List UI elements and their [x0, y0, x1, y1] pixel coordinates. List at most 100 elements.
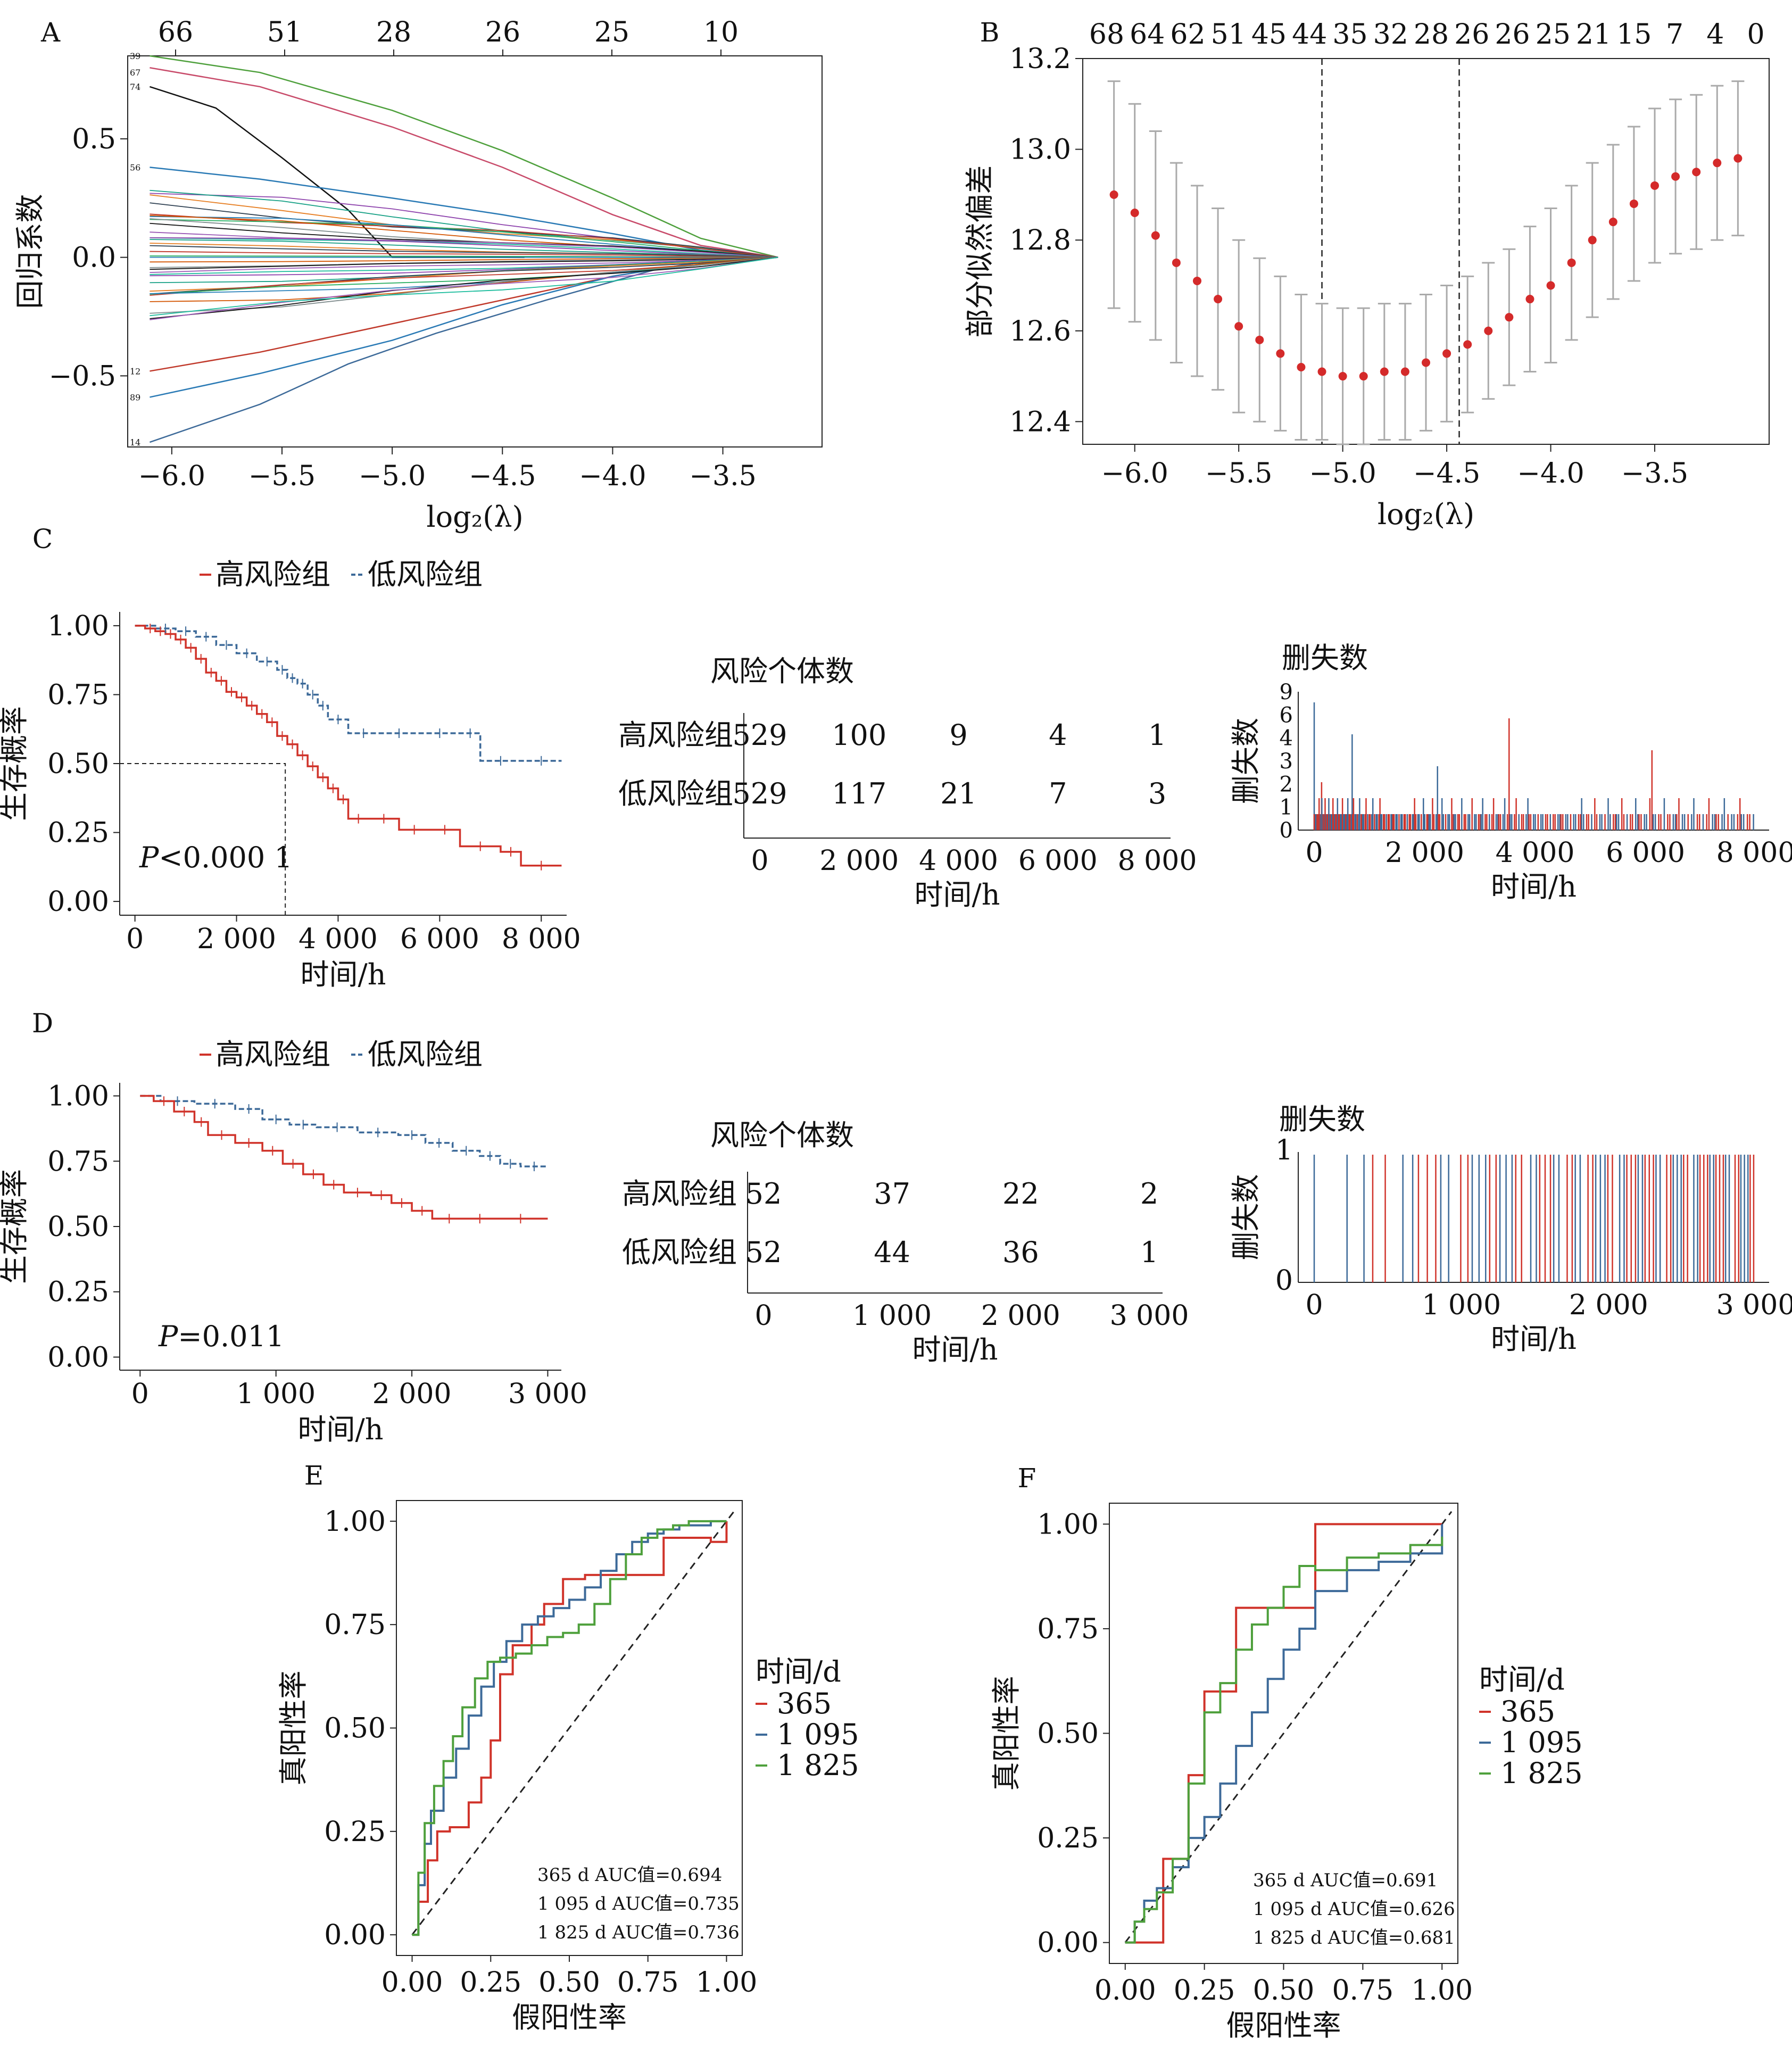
- top-tick-label: 66: [158, 16, 193, 48]
- deviance-point: [1588, 236, 1597, 245]
- top-tick-label: 25: [1536, 19, 1571, 51]
- risk-x-tick-label: 0: [751, 845, 768, 877]
- y-tick-label: 12.6: [1009, 316, 1071, 347]
- censor-y-tick-label: 2: [1280, 772, 1293, 797]
- top-tick-label: 28: [1414, 19, 1449, 51]
- risk-x-tick-label: 2 000: [819, 845, 899, 877]
- y-tick-label: 0.00: [324, 1919, 386, 1951]
- coefficient-path: [150, 256, 778, 263]
- censor-title: 删失数: [1279, 1103, 1365, 1136]
- coefficient-path: [150, 55, 778, 258]
- y-tick-label: 1.00: [47, 1081, 109, 1113]
- x-tick-label: 3 000: [508, 1378, 587, 1410]
- deviance-point: [1193, 276, 1201, 285]
- legend-label: 1 095: [777, 1718, 859, 1751]
- path-index-label: 56: [130, 162, 140, 172]
- legend-low-label: 低风险组: [368, 1038, 483, 1071]
- x-axis-title-b: log₂(λ): [1378, 498, 1474, 531]
- y-tick-label: 0.75: [324, 1609, 386, 1641]
- x-tick-label: 0.00: [381, 1967, 443, 1999]
- panel-a: A −6.0 −5.5 −5.0 −4.5 −4.0 −3.5 66 51 28 26 25 10 0.5…: [40, 16, 823, 534]
- y-tick-label: 1.00: [47, 610, 109, 642]
- roc-curve-1825: [1125, 1536, 1443, 1944]
- risk-count-low: 3: [1148, 777, 1166, 810]
- legend-label: 365: [777, 1687, 832, 1720]
- censor-x-axis-title: 时间/h: [1491, 870, 1577, 904]
- censor-x-tick-label: 2 000: [1569, 1289, 1648, 1321]
- risk-row-high-label: 高风险组: [618, 718, 733, 752]
- survival-curve-low: [135, 625, 562, 762]
- deviance-point: [1671, 172, 1680, 181]
- risk-x-axis-title: 时间/h: [912, 1333, 998, 1366]
- x-tick-label: 0.75: [617, 1967, 679, 1999]
- risk-count-high: 37: [874, 1177, 910, 1211]
- y-tick-label: −0.5: [49, 360, 116, 392]
- y-tick-label: 0.00: [47, 886, 109, 918]
- risk-x-tick-label: 3 000: [1110, 1300, 1189, 1332]
- path-index-label: 12: [130, 366, 140, 376]
- x-tick-label: −4.5: [469, 460, 536, 492]
- censor-x-axis-title: 时间/h: [1491, 1322, 1577, 1356]
- censor-y-tick-label: 6: [1280, 703, 1293, 727]
- risk-count-high: 9: [949, 718, 967, 752]
- path-index-label: 67: [130, 68, 140, 78]
- coefficient-path: [150, 213, 778, 258]
- deviance-point: [1338, 372, 1347, 381]
- risk-count-high: 1: [1148, 718, 1166, 752]
- censor-y-axis-title: 删失数: [1229, 718, 1263, 804]
- risk-table-title: 风险个体数: [710, 654, 854, 688]
- risk-count-low: 21: [940, 777, 977, 810]
- legend-label: 1 095: [1500, 1726, 1583, 1759]
- survival-curve-high: [140, 1095, 548, 1220]
- censor-y-tick-label: 9: [1280, 680, 1293, 705]
- deviance-point: [1713, 159, 1722, 168]
- censor-x-tick-label: 4 000: [1496, 837, 1575, 869]
- panel-label-b: B: [980, 17, 1000, 48]
- path-index-label: 74: [130, 82, 140, 92]
- roc-curve-365: [412, 1521, 728, 1936]
- top-tick-label: 21: [1576, 19, 1611, 51]
- x-tick-label: −6.0: [1101, 458, 1168, 490]
- coefficient-path: [150, 256, 778, 398]
- x-tick-label: 0.25: [460, 1967, 521, 1999]
- x-tick-label: 1.00: [696, 1967, 758, 1999]
- coefficient-path: [150, 245, 778, 258]
- legend-label: 1 825: [777, 1748, 859, 1782]
- deviance-point: [1608, 218, 1617, 227]
- y-tick-label: 0.50: [324, 1713, 386, 1745]
- risk-x-tick-label: 8 000: [1118, 845, 1197, 877]
- censor-y-tick-label: 0: [1280, 818, 1293, 843]
- coefficient-path: [150, 256, 778, 317]
- risk-row-low-label: 低风险组: [622, 1236, 737, 1269]
- risk-count-high: 52: [745, 1177, 782, 1211]
- panel-label-f: F: [1018, 1463, 1036, 1494]
- censor-x-tick-label: 3 000: [1716, 1289, 1792, 1321]
- coefficient-path: [150, 237, 778, 258]
- censor-x-tick-label: 8 000: [1716, 837, 1792, 869]
- risk-x-axis-title: 时间/h: [915, 878, 1000, 911]
- deviance-point: [1733, 154, 1743, 163]
- top-tick-label: 4: [1706, 19, 1724, 51]
- panel-label-c: C: [32, 524, 53, 554]
- risk-x-tick-label: 2 000: [981, 1300, 1060, 1332]
- coefficient-path: [150, 256, 778, 314]
- y-axis-title: 生存概率: [0, 706, 31, 821]
- coefficient-path: [150, 219, 778, 258]
- deviance-point: [1276, 349, 1285, 358]
- panel-label-a: A: [40, 17, 61, 48]
- y-tick-label: 0.50: [47, 1211, 109, 1243]
- risk-x-tick-label: 4 000: [919, 845, 998, 877]
- x-tick-label: 0: [131, 1378, 149, 1410]
- panel-b: B −6.0 −5.5 −5.0 −4.5 −4.0 −3.5 13.2 13.0 12.8 12.…: [980, 17, 1770, 531]
- path-index-label: 14: [130, 437, 140, 447]
- coefficient-path: [150, 256, 778, 372]
- top-tick-label: 51: [267, 16, 302, 48]
- path-index-label: 89: [130, 392, 140, 402]
- deviance-point: [1317, 367, 1326, 376]
- x-tick-label: 0.25: [1174, 1975, 1235, 2007]
- x-tick-label: −4.5: [1413, 458, 1480, 490]
- deviance-point: [1109, 190, 1118, 199]
- deviance-point: [1255, 335, 1264, 344]
